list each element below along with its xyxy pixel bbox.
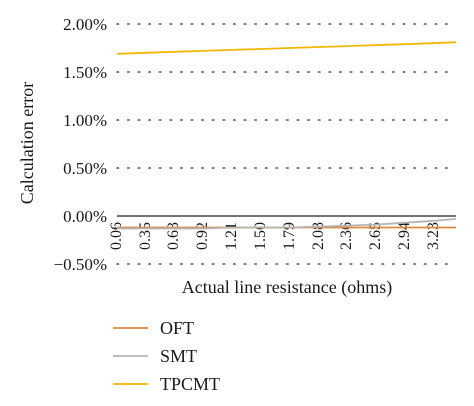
x-tick-label: 0.06 — [108, 222, 125, 250]
legend: OFT SMT TPCMT — [113, 318, 220, 394]
y-axis-title: Calculation error — [17, 82, 37, 204]
series-line-smt — [117, 218, 457, 230]
x-tick-label: 2.36 — [338, 222, 355, 250]
x-axis-title: Actual line resistance (ohms) — [182, 277, 392, 298]
y-tick-label: 2.00% — [63, 15, 107, 34]
legend-label: OFT — [160, 318, 194, 338]
legend-label: SMT — [160, 346, 197, 366]
series-line-tpcmt — [116, 41, 457, 55]
y-tick-label: 1.00% — [63, 111, 107, 130]
y-tick-labels: 2.00% 1.50% 1.00% 0.50% 0.00% −0.50% — [54, 15, 108, 274]
x-tick-label: 0.35 — [137, 222, 154, 250]
x-tick-label: 3.23 — [425, 222, 442, 250]
x-tick-label: 1.79 — [281, 222, 298, 250]
y-tick-label: 0.00% — [63, 207, 107, 226]
x-tick-label: 0.92 — [194, 222, 211, 250]
y-grid-lines — [116, 23, 457, 265]
y-tick-label: 0.50% — [63, 159, 107, 178]
series-lines — [116, 41, 457, 230]
x-tick-label: 1.50 — [252, 222, 269, 250]
x-tick-label: 2.65 — [367, 222, 384, 250]
x-tick-label: 1.21 — [223, 222, 240, 250]
x-tick-labels: 0.06 0.35 0.63 0.92 1.21 1.50 1.79 2.08 2.36 2.65… — [108, 222, 442, 250]
x-tick-label: 2.08 — [310, 222, 327, 250]
y-tick-label: −0.50% — [54, 255, 108, 274]
legend-label: TPCMT — [160, 374, 220, 394]
x-tick-label: 0.63 — [165, 222, 182, 250]
y-tick-label: 1.50% — [63, 63, 107, 82]
x-tick-label: 2.94 — [396, 222, 413, 250]
